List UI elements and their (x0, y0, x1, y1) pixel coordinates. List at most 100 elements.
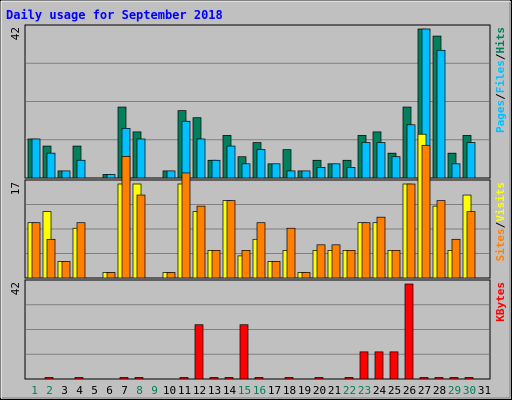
bar-kbytes (134, 377, 144, 380)
legend-sites: Sites (494, 228, 507, 261)
bar-kbytes (374, 351, 384, 380)
x-axis-labels: 1 2 3 4 5 6 7 8 9 10 11 12 13 14 15 16 17 18 19 20 21 22 23 24 2… (31, 384, 491, 397)
bar-files (256, 149, 266, 179)
y-max-label: 42 (9, 282, 22, 295)
bar-kbytes (74, 377, 84, 380)
bar-sites (286, 227, 296, 279)
bar-kbytes (209, 377, 219, 380)
panel-legend: Sites/Visits (494, 182, 507, 262)
bar-files (271, 163, 281, 179)
x-tick-label: 11 (178, 384, 191, 397)
bar-files (301, 170, 311, 179)
y-max-label: 42 (9, 27, 22, 40)
bar-kbytes (224, 377, 234, 380)
bar-sites (376, 216, 386, 279)
bar-sites (166, 272, 176, 279)
bar-files (211, 159, 221, 179)
legend-files: Files (494, 60, 507, 93)
bar-sites (421, 144, 431, 279)
bar-files (436, 49, 446, 179)
bar-files (196, 138, 206, 179)
bar-kbytes (434, 377, 444, 380)
bar-sites (391, 250, 401, 279)
bar-sites (121, 156, 131, 279)
x-tick-label: 14 (223, 384, 237, 397)
x-tick-label: 16 (253, 384, 266, 397)
bar-sites (271, 261, 281, 279)
bar-files (136, 138, 146, 179)
x-tick-label: 3 (61, 384, 68, 397)
bar-files (361, 142, 371, 179)
bar-sites (61, 261, 71, 279)
bar-sites (316, 244, 326, 279)
bar-kbytes (419, 377, 429, 380)
legend-pages: Pages (494, 100, 507, 133)
bar-kbytes (389, 351, 399, 380)
bar-files (76, 159, 86, 179)
bar-files (46, 152, 56, 179)
legend-kbytes: KBytes (494, 282, 507, 322)
bar-sites (31, 222, 41, 279)
x-tick-label: 25 (388, 384, 401, 397)
bar-files (166, 170, 176, 179)
bar-kbytes (194, 324, 204, 380)
x-tick-label: 30 (463, 384, 476, 397)
bar-sites (346, 250, 356, 279)
x-tick-label: 6 (106, 384, 113, 397)
bar-files (241, 163, 251, 179)
x-tick-label: 26 (403, 384, 416, 397)
bar-kbytes (179, 377, 189, 380)
bar-files (406, 124, 416, 179)
bar-sites (436, 200, 446, 279)
bar-kbytes (404, 283, 414, 380)
legend-separator: / (494, 93, 507, 100)
bar-sites (181, 172, 191, 279)
x-tick-label: 7 (121, 384, 128, 397)
bar-files (466, 142, 476, 179)
bar-kbytes (119, 377, 129, 380)
bar-kbytes (449, 377, 459, 380)
x-tick-label: 15 (238, 384, 251, 397)
bar-files (181, 120, 191, 179)
x-tick-label: 5 (91, 384, 98, 397)
panel-kbytes: 42 KBytes (9, 279, 507, 380)
x-tick-label: 13 (208, 384, 221, 397)
x-tick-label: 29 (448, 384, 461, 397)
x-tick-label: 12 (193, 384, 206, 397)
legend-separator: / (494, 53, 507, 60)
bar-sites (136, 194, 146, 279)
x-tick-label: 17 (268, 384, 281, 397)
bar-files (106, 174, 116, 179)
legend-separator: / (494, 221, 507, 228)
bar-sites (256, 222, 266, 279)
bar-kbytes (344, 377, 354, 380)
bar-sites (451, 238, 461, 279)
x-tick-label: 21 (328, 384, 341, 397)
x-tick-label: 23 (358, 384, 371, 397)
bar-kbytes (314, 377, 324, 380)
x-tick-label: 10 (163, 384, 176, 397)
y-max-label: 17 (9, 182, 22, 195)
bar-files (226, 145, 236, 179)
chart-title: Daily usage for September 2018 (6, 8, 223, 22)
x-tick-label: 2 (46, 384, 53, 397)
bar-kbytes (464, 377, 474, 380)
bar-files (316, 167, 326, 179)
x-tick-label: 8 (136, 384, 143, 397)
bar-files (376, 142, 386, 179)
bar-kbytes (284, 377, 294, 380)
legend-hits: Hits (494, 27, 507, 54)
bar-files (31, 138, 41, 179)
x-tick-label: 4 (76, 384, 83, 397)
bar-sites (76, 222, 86, 279)
x-tick-label: 20 (313, 384, 326, 397)
legend-visits: Visits (494, 182, 507, 222)
panel-visits-sites: 17 Sites/Visits (9, 133, 507, 279)
x-tick-label: 28 (433, 384, 446, 397)
bar-kbytes (254, 377, 264, 380)
bar-files (391, 156, 401, 179)
bar-sites (331, 244, 341, 279)
bar-sites (241, 250, 251, 279)
